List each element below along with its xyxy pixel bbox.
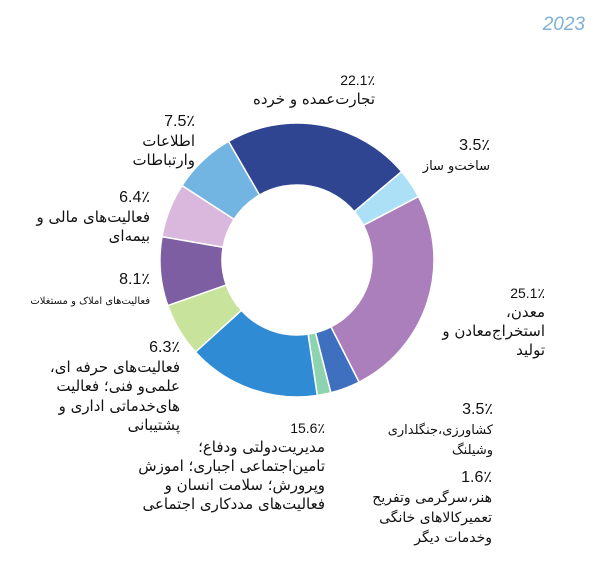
donut-segment bbox=[180, 140, 261, 221]
value-label: 22.1٪ bbox=[340, 72, 375, 88]
category-label: فعالیت‌های مالی و بیمه‌ای bbox=[36, 208, 150, 246]
donut-segment bbox=[227, 122, 403, 213]
slice-label: 6.4٪ فعالیت‌های مالی و بیمه‌ای bbox=[10, 188, 150, 246]
slice-label: 1.6٪ هنر،سرگرمی وتفریح تعمیرکالاهای خانگی… bbox=[332, 468, 492, 547]
slice-label: 3.5٪ کشاورزی،جنگلداری وشیلنگ bbox=[363, 400, 493, 458]
category-label: تجارت‌عمده و خرده bbox=[252, 89, 375, 108]
slice-label: 25.1٪ معدن، استخراج‌معادن و تولید bbox=[425, 285, 545, 359]
slice-label: 3.5٪ ساخت‌و ساز bbox=[380, 136, 490, 175]
value-label: 1.6٪ bbox=[461, 469, 492, 486]
category-label: اطلاعات وارتباطات bbox=[132, 132, 195, 170]
value-label: 3.5٪ bbox=[459, 137, 490, 154]
category-label: معدن، استخراج‌معادن و تولید bbox=[442, 302, 545, 360]
value-label: 6.4٪ bbox=[119, 189, 150, 206]
chart-title: 2023 bbox=[542, 14, 585, 35]
value-label: 25.1٪ bbox=[510, 285, 545, 301]
category-label: فعالیت‌های حرفه ای، علمی‌و فنی؛ فعالیت ه… bbox=[49, 358, 180, 434]
slice-label: 7.5٪ اطلاعات وارتباطات bbox=[85, 112, 195, 170]
value-label: 6.3٪ bbox=[149, 339, 180, 356]
slice-label: 22.1٪ تجارت‌عمده و خرده bbox=[225, 72, 375, 108]
category-label: ساخت‌و ساز bbox=[422, 159, 490, 175]
value-label: 8.1٪ bbox=[119, 271, 150, 288]
value-label: 7.5٪ bbox=[164, 113, 195, 130]
value-label: 15.6٪ bbox=[290, 420, 325, 436]
category-label: کشاورزی،جنگلداری وشیلنگ bbox=[387, 423, 493, 458]
donut-segment bbox=[329, 195, 435, 384]
category-label: مدیریت‌دولتی ودفاع؛ تامین‌اجتماعی اجباری… bbox=[138, 437, 325, 514]
category-label: فعالیت‌های املاک و مستغلات bbox=[30, 296, 150, 308]
slice-label: 6.3٪ فعالیت‌های حرفه ای، علمی‌و فنی؛ فعال… bbox=[20, 338, 180, 434]
slice-label: 15.6٪ مدیریت‌دولتی ودفاع؛ تامین‌اجتماعی ا… bbox=[135, 420, 325, 514]
value-label: 3.5٪ bbox=[462, 401, 493, 418]
category-label: هنر،سرگرمی وتفریح تعمیرکالاهای خانگی وخد… bbox=[372, 490, 492, 546]
slice-label: 8.1٪ فعالیت‌های املاک و مستغلات bbox=[30, 270, 150, 308]
